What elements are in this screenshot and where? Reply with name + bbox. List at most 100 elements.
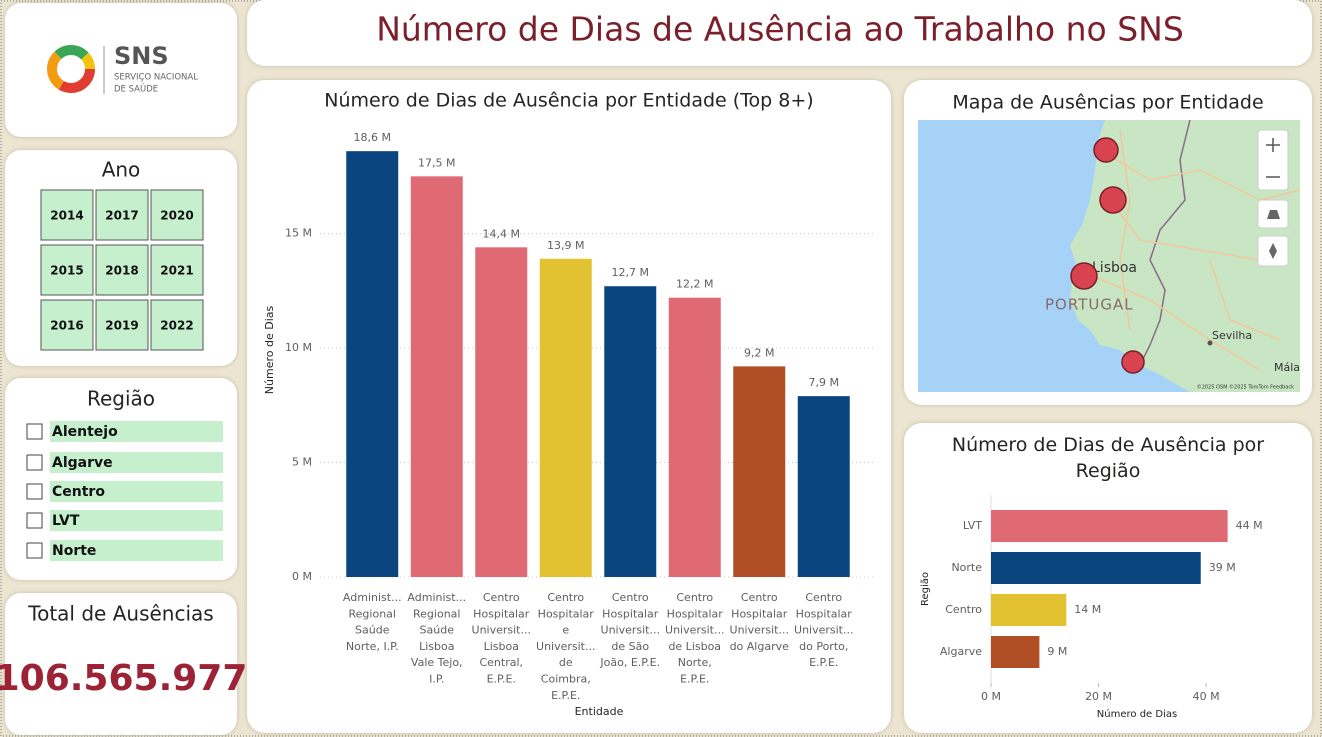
bar	[410, 176, 463, 577]
x-tick-label: Centro Hospitalar Universit... do Porto, E.P…	[794, 591, 853, 669]
y-tick-label: 0 M	[292, 570, 312, 583]
y-tick-label: 5 M	[292, 456, 312, 469]
logo-name: SNS	[114, 42, 169, 70]
year-label: 2016	[50, 319, 83, 333]
region-checkbox[interactable]	[26, 512, 43, 529]
value-label: 13,9 M	[547, 239, 584, 252]
value-label: 12,7 M	[612, 266, 649, 279]
value-label: 9,2 M	[744, 346, 774, 359]
value-label: 18,6 M	[354, 131, 391, 144]
kpi-panel	[5, 593, 237, 735]
region-checkbox[interactable]	[26, 423, 43, 440]
bar	[668, 297, 721, 577]
x-tick-label: 40 M	[1193, 690, 1220, 703]
year-label: 2014	[50, 209, 83, 223]
year-button[interactable]	[95, 189, 149, 241]
year-button[interactable]	[150, 299, 204, 351]
region-label: Alentejo	[52, 424, 118, 440]
kpi-title: Total de Ausências	[27, 602, 213, 626]
map-controls	[1257, 129, 1289, 267]
x-axis-title: Número de Dias	[1097, 708, 1177, 720]
region-checkbox[interactable]	[26, 483, 43, 500]
bar	[733, 366, 786, 577]
region-option	[50, 452, 223, 473]
map-label: Mála	[1274, 361, 1300, 374]
value-label: 14,4 M	[483, 227, 520, 240]
value-label: 7,9 M	[809, 376, 839, 389]
year-label: 2019	[105, 319, 138, 333]
year-button[interactable]	[150, 189, 204, 241]
value-label: 12,2 M	[676, 278, 713, 291]
map-marker	[1121, 350, 1145, 374]
bar	[991, 636, 1040, 668]
y-tick-label: LVT	[963, 519, 982, 532]
region-label: Algarve	[52, 455, 113, 471]
year-button[interactable]	[150, 244, 204, 296]
map: Lisboa PORTUGAL Sevilha Mála ©2025 OSM ©…	[918, 120, 1300, 392]
map-marker	[1070, 262, 1098, 290]
bar	[991, 510, 1228, 542]
x-tick-label: Centro Hospitalar Universit... do Algarve	[730, 591, 790, 653]
year-slicer: 2014 2017 2020 2015 2018 2021 2016 2019 2022	[40, 189, 204, 351]
logo-line: DE SAÚDE	[114, 83, 158, 95]
region-checkbox[interactable]	[26, 542, 43, 559]
y-tick-label: Algarve	[940, 645, 982, 658]
map-marker	[1093, 137, 1119, 163]
slicer-title: Ano	[102, 158, 141, 182]
y-tick-label: 15 M	[285, 227, 312, 240]
page-title: Número de Dias de Ausência ao Trabalho n…	[376, 10, 1184, 49]
region-label: Centro	[52, 484, 105, 500]
y-tick-label: Centro	[945, 603, 982, 616]
year-button[interactable]	[40, 189, 94, 241]
year-label: 2017	[105, 209, 138, 223]
year-button[interactable]	[95, 244, 149, 296]
region-slicer: Alentejo Algarve Centro LVT Norte	[26, 421, 223, 561]
region-checkbox[interactable]	[26, 454, 43, 471]
region-option	[50, 540, 223, 561]
logo-panel	[5, 3, 237, 137]
x-tick-label: Centro Hospitalar Universit... Lisboa Centra…	[472, 591, 531, 686]
chart-title: Número de Dias de Ausência por Região	[952, 434, 1264, 482]
map-city	[1207, 340, 1213, 346]
year-label: 2020	[160, 209, 193, 223]
map-label: Lisboa	[1092, 260, 1137, 276]
x-tick-label: Administ... Regional Saúde Lisboa Vale Tejo,…	[407, 591, 466, 686]
year-button[interactable]	[40, 244, 94, 296]
map-title: Mapa de Ausências por Entidade	[952, 92, 1263, 114]
map-attribution: ©2025 OSM ©2025 TomTom Feedback	[1197, 384, 1294, 391]
kpi-value: 106.565.977	[0, 658, 247, 699]
y-tick-label: Norte	[951, 561, 982, 574]
year-button[interactable]	[40, 299, 94, 351]
y-axis-title: Número de Dias	[263, 306, 276, 395]
map-markers	[1070, 137, 1145, 374]
year-button[interactable]	[95, 299, 149, 351]
x-tick-label: 0 M	[981, 690, 1001, 703]
region-option	[50, 481, 223, 502]
year-label: 2018	[105, 264, 138, 278]
year-label: 2021	[160, 264, 193, 278]
bar	[991, 594, 1067, 626]
map-roads	[1089, 129, 1300, 371]
bar	[797, 396, 850, 577]
chart-title: Número de Dias de Ausência por Entidade …	[324, 90, 813, 112]
map-label: PORTUGAL	[1045, 296, 1134, 314]
x-tick-label: 20 M	[1085, 690, 1112, 703]
year-label: 2015	[50, 264, 83, 278]
region-option	[50, 510, 223, 531]
y-axis-title: Região	[920, 572, 931, 606]
region-label: Norte	[52, 543, 96, 559]
map-label: Sevilha	[1212, 329, 1252, 342]
x-axis-title: Entidade	[575, 705, 624, 718]
value-label: 14 M	[1074, 603, 1101, 616]
zoom-control[interactable]	[1257, 129, 1289, 191]
bar	[991, 552, 1201, 584]
slicer-title: Região	[87, 387, 155, 411]
value-label: 44 M	[1236, 519, 1263, 532]
map-marker	[1099, 186, 1127, 214]
logo-line: SERVIÇO NACIONAL	[114, 73, 198, 83]
bar	[475, 247, 528, 577]
x-tick-label: Centro Hospitalar e Universit... de Coimbra, E…	[536, 591, 595, 702]
value-label: 9 M	[1047, 645, 1067, 658]
